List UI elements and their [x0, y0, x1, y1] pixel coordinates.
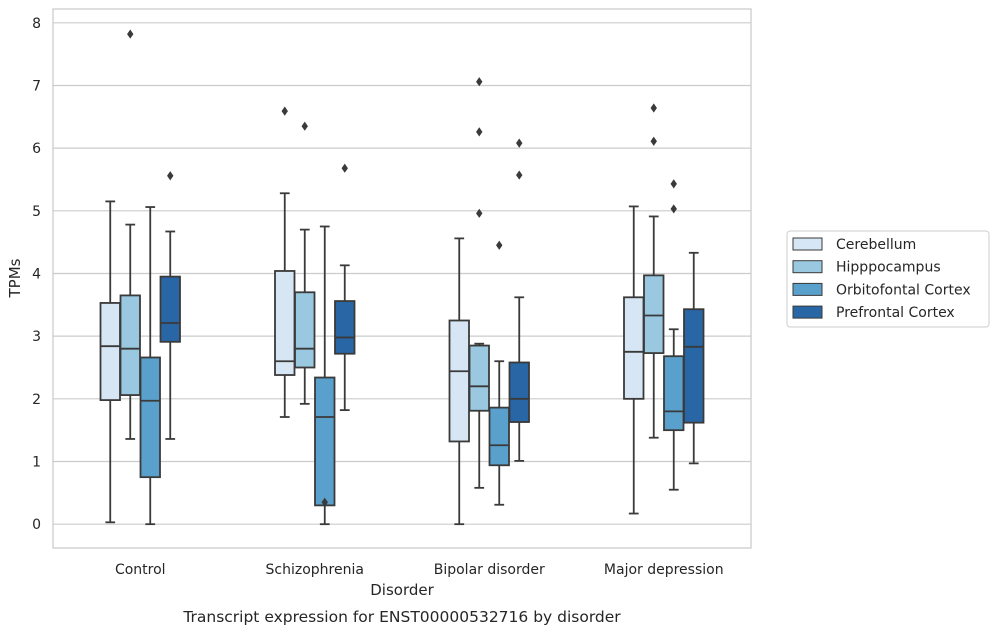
- box-body: [119, 294, 141, 396]
- box-2-2: [294, 121, 316, 405]
- box-2-4: [334, 163, 356, 412]
- legend-item: Cerebellum: [792, 237, 916, 253]
- box-2-1: [274, 106, 296, 418]
- y-tick-label: 1: [32, 455, 41, 471]
- box-2-3: [314, 225, 336, 526]
- chart-caption: Transcript expression for ENST0000053271…: [182, 608, 621, 626]
- box-body: [274, 270, 296, 376]
- box-body: [663, 355, 685, 432]
- box-1-2: [119, 29, 141, 440]
- box-1-1: [99, 200, 121, 524]
- outlier-point: [321, 497, 328, 507]
- box-3-2: [468, 77, 490, 489]
- box-1-3: [139, 206, 161, 526]
- outlier-point: [516, 138, 523, 148]
- box-4-2: [643, 103, 665, 439]
- legend-label: Hipppocampus: [836, 260, 941, 276]
- x-tick-labels: Control Schizophrenia Bipolar disorder Majo…: [115, 562, 724, 578]
- legend-item: Hipppocampus: [792, 260, 941, 276]
- outlier-point: [341, 163, 348, 173]
- legend-label: Prefrontal Cortex: [836, 305, 955, 321]
- outlier-point: [650, 136, 657, 146]
- y-tick-label: 3: [32, 329, 41, 345]
- box-body: [334, 300, 356, 355]
- legend: Cerebellum Hipppocampus Orbitofontal Corte…: [786, 230, 990, 328]
- outlier-point: [670, 179, 677, 189]
- box-body: [623, 296, 645, 400]
- box-body: [508, 361, 530, 423]
- box-3-3: [488, 240, 510, 506]
- box-body: [139, 356, 161, 479]
- y-tick-label: 2: [32, 392, 41, 408]
- box-3-1: [448, 237, 470, 526]
- y-tick-label: 7: [32, 78, 41, 94]
- outlier-point: [476, 77, 483, 87]
- legend-label: Orbitofontal Cortex: [836, 282, 971, 298]
- y-tick-label: 8: [32, 16, 41, 32]
- legend-swatch: [792, 282, 823, 296]
- box-1-4: [159, 171, 181, 440]
- box-4-3: [663, 179, 685, 491]
- legend-frame: [786, 230, 990, 328]
- y-tick-label: 5: [32, 204, 41, 220]
- plot-frame: [52, 8, 752, 549]
- y-tick-label: 0: [32, 517, 41, 533]
- y-axis-label: TPMs: [6, 258, 24, 298]
- legend-swatch: [792, 305, 823, 319]
- outlier-point: [281, 106, 288, 116]
- box-body: [643, 274, 665, 354]
- box-body: [99, 302, 121, 401]
- legend-label: Cerebellum: [836, 237, 916, 253]
- box-4-1: [623, 205, 645, 515]
- outlier-point: [167, 171, 174, 181]
- box-body: [314, 376, 336, 507]
- box-3-4: [508, 138, 530, 462]
- box-body: [488, 406, 510, 467]
- box-groups: [99, 29, 705, 526]
- legend-swatch: [792, 260, 823, 274]
- x-tick-label: Control: [115, 562, 166, 578]
- box-body: [448, 319, 470, 443]
- outlier-point: [516, 170, 523, 180]
- y-tick-labels: 0 1 2 3 4 5 6 7 8: [32, 16, 41, 533]
- box-body: [683, 308, 705, 424]
- box-4-4: [683, 251, 705, 465]
- y-tick-label: 4: [32, 266, 41, 282]
- outlier-point: [127, 29, 134, 39]
- x-axis-label: Disorder: [370, 581, 434, 599]
- outlier-point: [476, 127, 483, 137]
- outlier-point: [496, 240, 503, 250]
- legend-swatch: [792, 237, 823, 251]
- outlier-point: [301, 121, 308, 131]
- outlier-point: [476, 208, 483, 218]
- legend-item: Prefrontal Cortex: [792, 305, 955, 321]
- x-tick-label: Bipolar disorder: [434, 562, 545, 578]
- y-tick-label: 6: [32, 141, 41, 157]
- box-body: [468, 344, 490, 412]
- outlier-point: [670, 204, 677, 214]
- box-body: [294, 291, 316, 369]
- legend-item: Orbitofontal Cortex: [792, 282, 971, 298]
- outlier-point: [650, 103, 657, 113]
- x-tick-label: Major depression: [604, 562, 724, 578]
- x-tick-label: Schizophrenia: [266, 562, 364, 578]
- box-body: [159, 275, 181, 343]
